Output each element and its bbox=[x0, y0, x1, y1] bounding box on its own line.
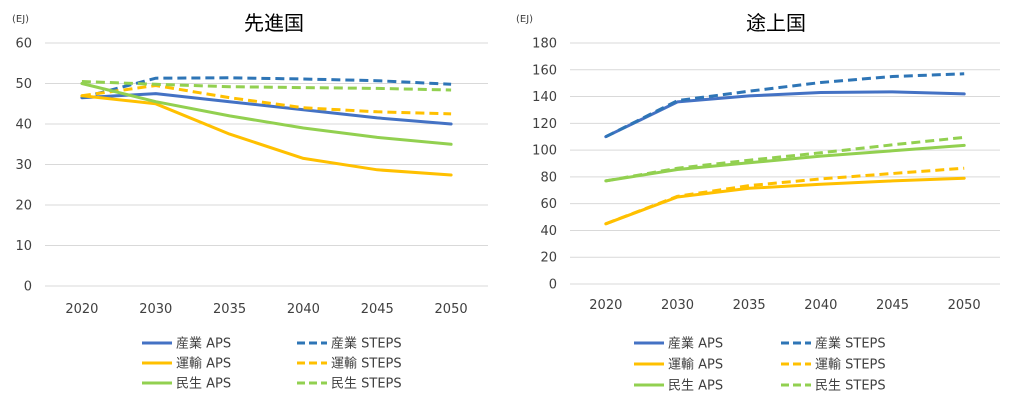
legend-label: 産業 APS bbox=[668, 336, 723, 352]
series-line-3 bbox=[81, 84, 452, 116]
x-tick-label: 2030 bbox=[139, 302, 172, 317]
chart-title: 途上国 bbox=[746, 11, 806, 35]
y-tick-label: 0 bbox=[24, 280, 32, 295]
y-tick-label: 60 bbox=[540, 197, 557, 212]
y-tick-label: 40 bbox=[15, 118, 32, 133]
series-line-4 bbox=[80, 82, 453, 146]
legend-label: 産業 STEPS bbox=[331, 336, 402, 352]
legend-label: 運輸 APS bbox=[668, 358, 723, 373]
x-tick-label: 2040 bbox=[287, 302, 320, 317]
y-tick-label: 140 bbox=[532, 90, 557, 105]
legend-label: 民生 STEPS bbox=[815, 379, 886, 394]
x-tick-label: 2020 bbox=[589, 298, 622, 313]
series-line-3 bbox=[605, 166, 965, 226]
x-tick-label: 2050 bbox=[948, 298, 981, 313]
series-line-2 bbox=[604, 176, 966, 226]
y-unit-label: (EJ) bbox=[12, 14, 29, 25]
x-tick-label: 2035 bbox=[733, 298, 766, 313]
series-line-5 bbox=[81, 80, 452, 92]
series-line-2 bbox=[80, 94, 453, 177]
x-tick-label: 2045 bbox=[876, 298, 909, 313]
y-tick-label: 160 bbox=[532, 63, 557, 78]
x-tick-label: 2035 bbox=[213, 302, 246, 317]
y-tick-label: 80 bbox=[540, 170, 557, 185]
y-tick-label: 40 bbox=[540, 224, 557, 239]
y-tick-label: 100 bbox=[532, 144, 557, 159]
y-tick-label: 0 bbox=[549, 278, 557, 293]
y-tick-label: 60 bbox=[15, 37, 32, 52]
chart-title: 先進国 bbox=[244, 11, 304, 35]
series-line-5 bbox=[605, 135, 965, 183]
y-tick-label: 120 bbox=[532, 117, 557, 132]
y-tick-label: 10 bbox=[15, 239, 32, 254]
legend-label: 運輸 STEPS bbox=[331, 357, 402, 372]
x-tick-label: 2030 bbox=[661, 298, 694, 313]
legend-label: 民生 APS bbox=[668, 379, 723, 394]
y-tick-label: 30 bbox=[15, 158, 32, 173]
y-tick-label: 20 bbox=[15, 199, 32, 214]
x-tick-label: 2050 bbox=[435, 302, 468, 317]
legend-label: 産業 APS bbox=[176, 336, 231, 352]
x-tick-label: 2045 bbox=[361, 302, 394, 317]
y-tick-label: 50 bbox=[15, 77, 32, 92]
series-line-1 bbox=[605, 72, 965, 139]
y-tick-label: 180 bbox=[532, 37, 557, 52]
chart-advanced: 先進国 (EJ) 0 10 20 30 40 50 60 2020 2030 2035 2040 2045… bbox=[12, 11, 488, 392]
series-line-1 bbox=[81, 76, 452, 100]
y-unit-label: (EJ) bbox=[516, 14, 533, 25]
y-tick-label: 20 bbox=[540, 251, 557, 266]
series-line-0 bbox=[604, 90, 966, 139]
legend-label: 民生 APS bbox=[176, 377, 231, 392]
series-line-0 bbox=[80, 92, 453, 126]
legend-label: 運輸 STEPS bbox=[815, 358, 886, 373]
legend-label: 運輸 APS bbox=[176, 357, 231, 372]
x-tick-label: 2040 bbox=[804, 298, 837, 313]
x-tick-label: 2020 bbox=[65, 302, 98, 317]
legend-label: 産業 STEPS bbox=[815, 336, 886, 352]
series-line-4 bbox=[604, 143, 966, 183]
chart-developing: 途上国 (EJ) 0 20 40 60 80 100 120 140 160 180 2020 2030 2… bbox=[512, 0, 1024, 418]
legend-label: 民生 STEPS bbox=[331, 377, 402, 392]
